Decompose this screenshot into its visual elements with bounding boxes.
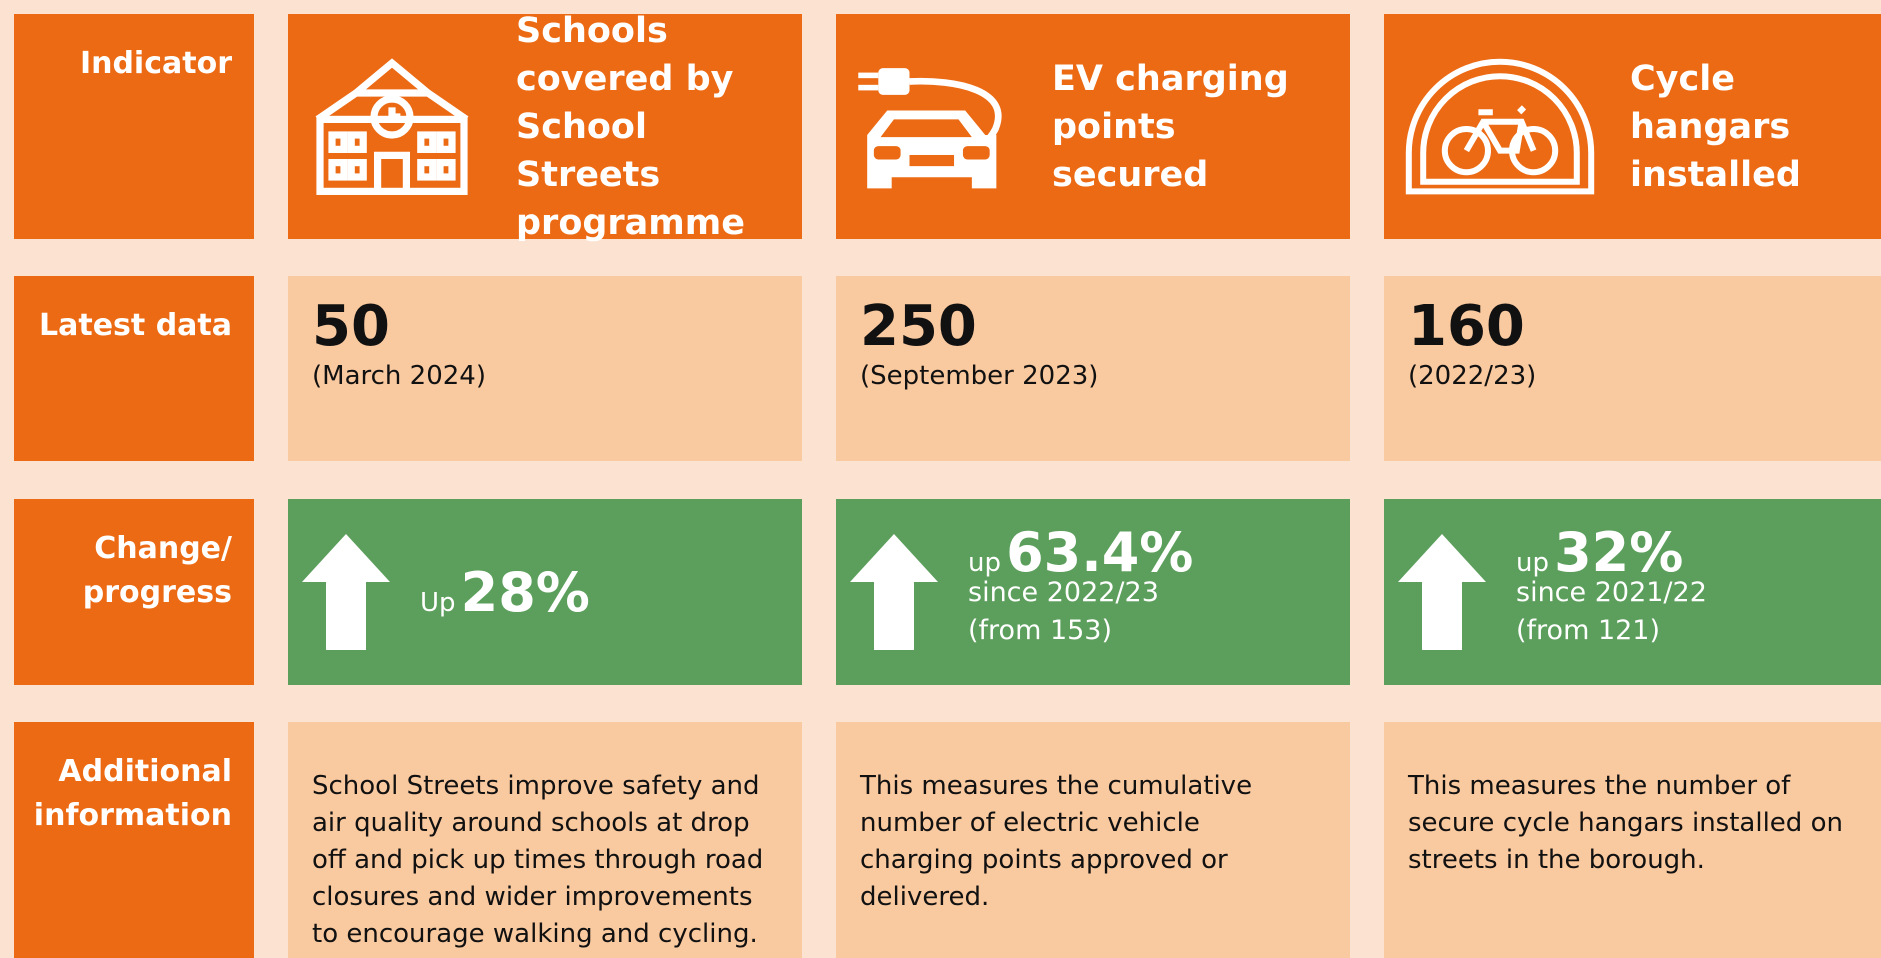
indicator-icon: [856, 57, 1012, 196]
change-line: since 2021/22: [1516, 576, 1707, 608]
indicator-header: Schools covered by School Streets programme: [288, 11, 802, 243]
title-line: hangars: [1630, 106, 1791, 147]
info-cell: This measures the number of secure cycle…: [1384, 722, 1881, 958]
change-line: (from 153): [968, 614, 1113, 646]
indicator-icon: [308, 57, 476, 196]
row-label: Latest data: [39, 308, 232, 343]
indicator-title: Schools covered by School Streets programme: [516, 7, 802, 247]
change-text: up 63.4% since 2022/23 (from 153): [968, 521, 1193, 654]
change-prefix: up: [1516, 547, 1549, 578]
indicator-title: Cycle hangars installed: [1630, 55, 1801, 199]
title-line: covered by: [516, 58, 734, 99]
title-line: Schools: [516, 10, 668, 51]
info-cell: School Streets improve safety and air qu…: [288, 722, 802, 958]
latest-value: 50: [312, 294, 390, 359]
change-headline: up 63.4%: [968, 521, 1193, 584]
change-cell: Up 28%: [288, 499, 802, 685]
indicator-header: Cycle hangars installed: [1384, 14, 1881, 239]
title-line: secured: [1052, 154, 1209, 195]
change-cell: up 32% since 2021/22 (from 121): [1384, 499, 1881, 685]
latest-data-cell: 250 (September 2023): [836, 276, 1350, 461]
info-text: School Streets improve safety and air qu…: [312, 771, 764, 949]
row-label: Additional information: [33, 754, 232, 833]
title-line: Cycle: [1630, 58, 1735, 99]
row-label: Indicator: [79, 46, 232, 81]
row-label-cell: Latest data: [14, 276, 254, 461]
info-cell: This measures the cumulative number of e…: [836, 722, 1350, 958]
row-label: Change/ progress: [82, 531, 232, 610]
latest-date: (2022/23): [1408, 361, 1537, 391]
indicator-header: EV charging points secured: [836, 14, 1350, 239]
change-prefix: up: [968, 547, 1001, 578]
row-label-cell: Indicator: [14, 14, 254, 239]
title-line: points: [1052, 106, 1176, 147]
up-arrow: [302, 534, 390, 650]
title-line: programme: [516, 202, 745, 243]
title-line: EV charging: [1052, 58, 1289, 99]
latest-date: (March 2024): [312, 361, 486, 391]
change-text: Up 28%: [420, 561, 590, 624]
latest-date: (September 2023): [860, 361, 1099, 391]
up-arrow: [1398, 534, 1486, 650]
change-value: 63.4%: [1006, 520, 1194, 584]
title-line: installed: [1630, 154, 1801, 195]
change-value: 28%: [460, 560, 590, 624]
change-headline: up 32%: [1516, 521, 1707, 584]
indicator-title: EV charging points secured: [1052, 55, 1289, 199]
info-text: This measures the number of secure cycle…: [1408, 771, 1843, 875]
up-arrow: [850, 534, 938, 650]
indicator-icon: [1404, 57, 1596, 196]
change-cell: up 63.4% since 2022/23 (from 153): [836, 499, 1350, 685]
info-text: This measures the cumulative number of e…: [860, 771, 1253, 912]
latest-data-cell: 160 (2022/23): [1384, 276, 1881, 461]
row-label-cell: Change/ progress: [14, 499, 254, 685]
latest-data-cell: 50 (March 2024): [288, 276, 802, 461]
change-text: up 32% since 2021/22 (from 121): [1516, 521, 1707, 654]
change-line: since 2022/23: [968, 576, 1159, 608]
change-headline: Up 28%: [420, 561, 590, 624]
latest-value: 250: [860, 294, 977, 359]
change-prefix: Up: [420, 587, 456, 618]
change-value: 32%: [1554, 520, 1684, 584]
latest-value: 160: [1408, 294, 1525, 359]
title-line: School Streets: [516, 106, 661, 195]
change-line: (from 121): [1516, 614, 1661, 646]
row-label-cell: Additional information: [14, 722, 254, 958]
